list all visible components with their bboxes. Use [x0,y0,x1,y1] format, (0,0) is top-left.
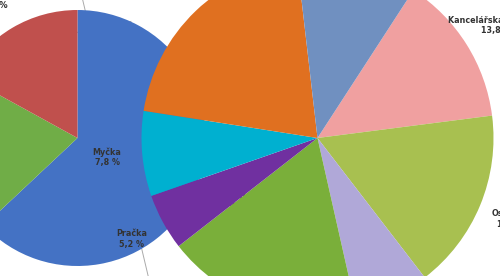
Text: Příprava
pokrmů
20,7 %: Příprava pokrmů 20,7 % [152,0,190,1]
Wedge shape [318,116,494,276]
Text: Osvětlení
16,6 %: Osvětlení 16,6 % [491,209,500,229]
Wedge shape [142,111,318,196]
Wedge shape [0,10,78,138]
Wedge shape [152,138,318,246]
Text: Pračka
5,2 %: Pračka 5,2 % [116,229,148,249]
Text: Spotřeba elektřiny
17 %: Spotřeba elektřiny 17 % [0,0,42,10]
Wedge shape [298,0,414,138]
Text: Vytápění
63 %: Vytápění 63 % [202,192,246,211]
Wedge shape [0,10,206,266]
Wedge shape [318,0,492,138]
Wedge shape [144,0,318,138]
Text: Kancelářská technika
13,8 %: Kancelářská technika 13,8 % [448,16,500,35]
Wedge shape [178,138,356,276]
Wedge shape [0,76,78,225]
Text: Myčka
7,8 %: Myčka 7,8 % [92,147,122,167]
Wedge shape [318,138,425,276]
